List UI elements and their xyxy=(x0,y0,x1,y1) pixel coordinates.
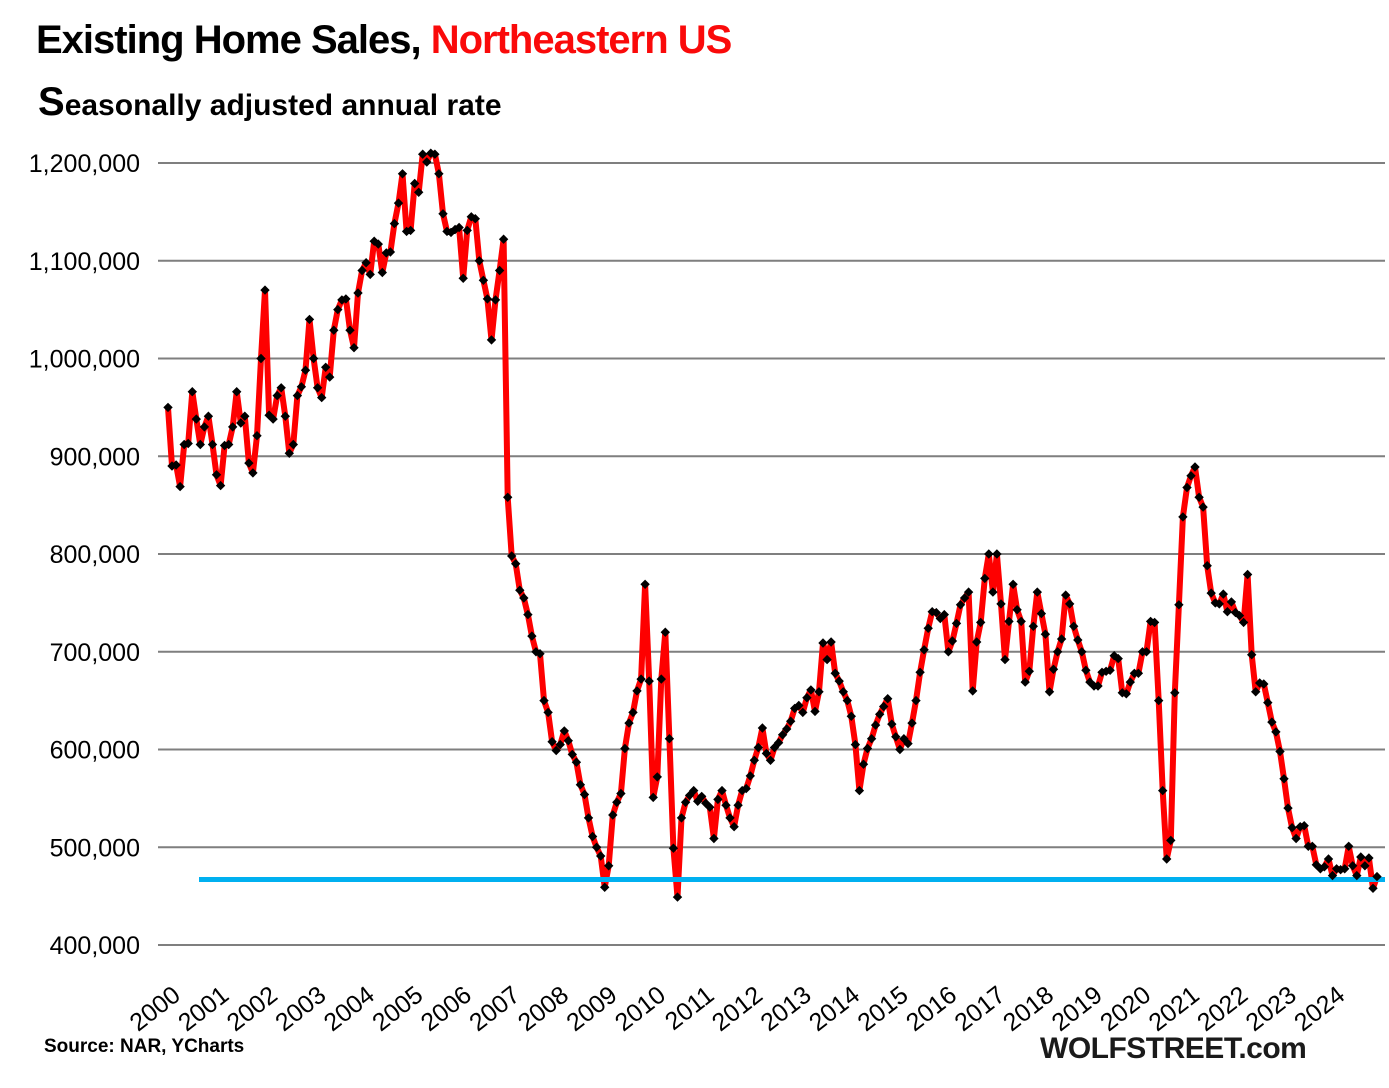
x-axis-tick-label-2017: 2017 xyxy=(949,981,1010,1037)
x-axis-tick-label-2019: 2019 xyxy=(1047,981,1108,1037)
x-axis-tick-label-2001: 2001 xyxy=(173,981,234,1037)
x-axis-tick-label-2022: 2022 xyxy=(1192,981,1253,1037)
page-title: Existing Home Sales, Northeastern US xyxy=(36,18,733,63)
x-axis-tick-label-2020: 2020 xyxy=(1095,981,1156,1037)
x-axis-tick-label-2010: 2010 xyxy=(610,981,671,1037)
x-axis-tick-label-2015: 2015 xyxy=(852,981,913,1037)
branding-wolfstreet: WOLFSTREET.com xyxy=(1040,1032,1307,1065)
page-subtitle: Seasonally adjusted annual rate xyxy=(38,80,502,124)
x-axis-tick-label-2023: 2023 xyxy=(1241,981,1302,1037)
page-title-region: Northeastern US xyxy=(430,18,733,62)
x-axis-tick-label-2002: 2002 xyxy=(222,981,283,1037)
x-axis-tick-label-2024: 2024 xyxy=(1289,981,1350,1037)
y-axis-tick-label: 1,200,000 xyxy=(29,150,140,178)
x-axis-tick-label-2016: 2016 xyxy=(901,981,962,1037)
x-axis-tick-label-2007: 2007 xyxy=(464,981,525,1037)
x-axis-tick-label-2004: 2004 xyxy=(319,981,380,1037)
y-axis-tick-label: 800,000 xyxy=(50,541,140,569)
y-axis-tick-label: 500,000 xyxy=(50,834,140,862)
x-axis-tick-label-2005: 2005 xyxy=(367,981,428,1037)
series-line-home-sales xyxy=(165,150,1380,901)
x-axis-tick-label-2021: 2021 xyxy=(1144,981,1205,1037)
y-axis-tick-label: 900,000 xyxy=(50,443,140,471)
x-axis-tick-label-2018: 2018 xyxy=(998,981,1059,1037)
x-axis-tick-label-2000: 2000 xyxy=(125,981,186,1037)
y-axis-tick-label: 400,000 xyxy=(50,932,140,960)
x-axis-tick-label-2009: 2009 xyxy=(561,981,622,1037)
x-axis-tick-label-2006: 2006 xyxy=(416,981,477,1037)
y-axis-tick-label: 700,000 xyxy=(50,639,140,667)
x-axis-tick-label-2014: 2014 xyxy=(804,981,865,1037)
y-axis-tick-label: 1,000,000 xyxy=(29,346,140,374)
y-axis-tick-label: 1,100,000 xyxy=(29,248,140,276)
x-axis-tick-label-2011: 2011 xyxy=(660,981,720,1036)
page-title-main: Existing Home Sales, xyxy=(36,18,431,62)
source-note: Source: NAR, YCharts xyxy=(44,1036,245,1057)
x-axis-tick-label-2013: 2013 xyxy=(755,981,816,1037)
x-axis-tick-label-2012: 2012 xyxy=(707,981,768,1037)
y-axis-tick-label: 600,000 xyxy=(50,737,140,765)
x-axis-tick-label-2003: 2003 xyxy=(270,981,331,1037)
x-axis-tick-label-2008: 2008 xyxy=(513,981,574,1037)
